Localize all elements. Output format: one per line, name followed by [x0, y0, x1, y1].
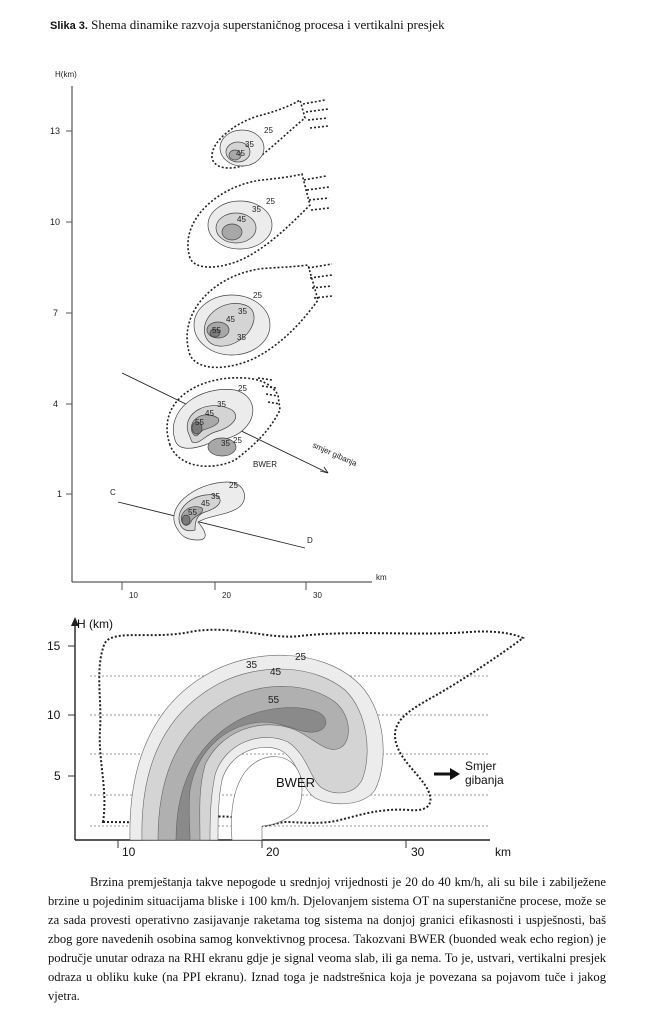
- bottom-y-tick-label: 15: [47, 639, 61, 653]
- motion-label-line2: gibanja: [465, 773, 504, 787]
- contour-label: 25: [264, 126, 273, 135]
- bottom-x-tick-label: 20: [266, 845, 280, 859]
- figure-caption-label: Slika 3.: [50, 20, 88, 32]
- contour-label: 25: [233, 436, 242, 445]
- cross-section-start-label: C: [110, 488, 116, 497]
- top-y-tick-label: 4: [53, 399, 58, 409]
- contour-label: 35: [237, 333, 246, 342]
- contour-label: 45: [226, 315, 235, 324]
- top-x-tick-label: 10: [129, 591, 138, 600]
- contour-label: 35: [238, 307, 247, 316]
- top-x-ticks: 10 20 30: [121, 582, 322, 600]
- y-axis-arrow-icon: [71, 617, 79, 626]
- contour-label: 45: [201, 499, 210, 508]
- contour-label: 25: [229, 481, 238, 490]
- echo-cell-1km: 25 35 45 55: [173, 481, 245, 541]
- motion-label-line1: Smjer: [465, 759, 496, 773]
- contour-label: 45: [237, 215, 246, 224]
- bottom-figure: H (km) km 15 10 5 10 20 30: [47, 617, 525, 859]
- bottom-x-tick-label: 30: [411, 845, 425, 859]
- contour-label: 55: [195, 418, 204, 427]
- top-x-tick-label: 20: [222, 591, 231, 600]
- top-figure: H(km) km 13 10 7 4 1 10 20 30: [50, 70, 387, 600]
- bottom-y-ticks: 15 10 5: [47, 639, 75, 783]
- cross-section-end-label: D: [307, 536, 313, 545]
- contour-label: 35: [245, 140, 254, 149]
- figure-caption-text: Shema dinamike razvoja superstaničnog pr…: [91, 17, 445, 32]
- bottom-x-axis-label: km: [495, 845, 511, 859]
- bottom-x-tick-label: 10: [122, 845, 136, 859]
- bwer-region: [231, 756, 303, 841]
- contour-label-55: 55: [268, 695, 280, 706]
- contour-label: 55: [188, 508, 197, 517]
- contour-label-45: 45: [270, 667, 282, 678]
- contour-label: 25: [253, 291, 262, 300]
- echo-cell-13km: 25 35 45: [211, 98, 329, 169]
- contour-label: 25: [238, 384, 247, 393]
- top-x-axis-label: km: [376, 573, 387, 582]
- echo-cell-4km: 25 35 45 55 35 25 BWER: [166, 377, 281, 469]
- contour-label: 35: [211, 492, 220, 501]
- figure-caption: Slika 3. Shema dinamike razvoja supersta…: [50, 17, 650, 33]
- contour-label: 35: [252, 205, 261, 214]
- top-y-tick-label: 1: [57, 489, 62, 499]
- top-y-tick-label: 10: [50, 217, 60, 227]
- echo-cell-7km: 25 35 45 55 35: [186, 263, 333, 369]
- motion-direction-label: smjer gibanja: [311, 441, 359, 469]
- bottom-y-tick-label: 5: [54, 769, 61, 783]
- motion-arrow-icon: [450, 768, 460, 780]
- contour-label: 45: [236, 149, 245, 158]
- bottom-y-tick-label: 10: [47, 708, 61, 722]
- top-y-tick-label: 7: [53, 308, 58, 318]
- bottom-x-ticks: 10 20 30: [117, 840, 425, 859]
- contour-label: 55: [212, 326, 221, 335]
- body-paragraph: Brzina premještanja takve nepogode u sre…: [48, 875, 606, 1003]
- bwer-label-top: BWER: [253, 460, 277, 469]
- top-x-tick-label: 30: [313, 591, 322, 600]
- top-y-ticks: 13 10 7 4 1: [50, 126, 72, 499]
- bottom-y-axis-label: H (km): [77, 617, 113, 631]
- contour-label-25: 25: [295, 652, 307, 663]
- contour-label: 25: [266, 197, 275, 206]
- reflectivity-55-core: [175, 707, 327, 841]
- cross-section-line: [117, 501, 306, 549]
- echo-cell-10km: 25 35 45: [187, 173, 330, 268]
- contour-label: 35: [217, 400, 226, 409]
- contour-label: 45: [205, 409, 214, 418]
- bwer-label-bottom: BWER: [276, 775, 315, 790]
- top-y-tick-label: 13: [50, 126, 60, 136]
- top-y-axis-label: H(km): [55, 70, 77, 79]
- contour-label-35: 35: [246, 660, 258, 671]
- contour-label: 35: [221, 439, 230, 448]
- motion-arrow-icon: [319, 466, 329, 474]
